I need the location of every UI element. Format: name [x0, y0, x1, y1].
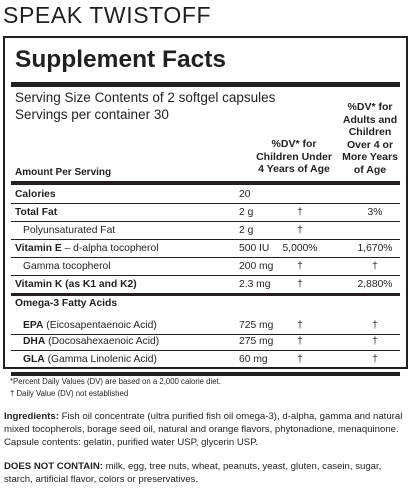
dv-children: 5,000%: [282, 243, 318, 254]
dv-children: †: [297, 320, 303, 331]
divider: [11, 181, 400, 185]
dv-adults: †: [372, 354, 378, 365]
panel-heading: Supplement Facts: [15, 46, 227, 73]
dv-adults: †: [372, 320, 378, 331]
nutrient-name: Calories: [15, 189, 56, 200]
amount-header: Amount Per Serving: [15, 167, 112, 178]
ingredients-label: Ingredients:: [4, 411, 59, 422]
divider: [11, 372, 400, 376]
nutrient-name-group: DHA (Docosahexaenoic Acid): [23, 336, 159, 348]
serving-size-label: Serving Size: [15, 90, 91, 105]
divider: [11, 221, 400, 222]
exclusions-label: DOES NOT CONTAIN:: [4, 461, 103, 472]
nutrient-name: Gamma tocopherol: [23, 261, 111, 272]
dv-children: †: [297, 279, 303, 290]
dv-children: †: [297, 354, 303, 365]
footnote-not-established: † Daily Value (DV) not established: [10, 389, 129, 398]
nutrient-amount: 200 mg: [239, 261, 274, 272]
divider: [11, 203, 400, 204]
supplement-facts-panel: Supplement Facts Serving Size Contents o…: [3, 36, 408, 376]
servings-value: 30: [153, 107, 169, 122]
dv-children: †: [297, 261, 303, 272]
dv-children: †: [297, 225, 303, 236]
divider: [11, 334, 400, 335]
dv-children: †: [297, 207, 303, 218]
footnote-dv: *Percent Daily Values (DV) are based on …: [10, 377, 221, 386]
nutrient-amount: 725 mg: [239, 320, 274, 331]
divider: [11, 275, 400, 276]
nutrient-amount: 60 mg: [239, 354, 268, 365]
nutrient-name: Total Fat: [15, 207, 58, 218]
nutrient-amount: 2 g: [239, 225, 254, 236]
dv-adults: 1,670%: [357, 243, 393, 254]
nutrient-amount: 2 g: [239, 207, 254, 218]
dv-adults: 3%: [367, 207, 383, 218]
serving-size-value: Contents of 2 softgel capsules: [94, 90, 276, 105]
divider: [11, 293, 400, 296]
col-adults-header: %DV* for Adults and Children Over 4 or M…: [342, 101, 398, 176]
nutrient-name: Omega-3 Fatty Acids: [15, 298, 118, 309]
divider: [11, 257, 400, 258]
nutrient-amount: 20: [239, 189, 251, 200]
divider: [11, 239, 400, 240]
nutrient-name: DHA: [23, 336, 46, 347]
ingredients-body: Fish oil concentrate (ultra purified fis…: [4, 411, 403, 449]
dv-adults: †: [372, 336, 378, 347]
nutrient-name-group: GLA (Gamma Linolenic Acid): [23, 354, 157, 366]
nutrient-amount: 500 IU: [239, 243, 270, 254]
nutrient-name: Vitamin E: [15, 243, 62, 254]
servings-per-container: Servings per container 30: [15, 107, 169, 123]
nutrient-name: GLA: [23, 354, 45, 365]
nutrient-detail: – d-alpha tocopherol: [61, 243, 159, 254]
nutrient-detail: (Gamma Linolenic Acid): [44, 354, 157, 365]
nutrient-detail: (Docosahexaenoic Acid): [45, 336, 160, 347]
nutrient-amount: 2.3 mg: [239, 279, 271, 290]
divider: [11, 82, 400, 87]
divider: [11, 350, 400, 351]
nutrient-detail: (Eicosapentaenoic Acid): [43, 320, 157, 331]
nutrient-name: EPA: [23, 320, 44, 331]
nutrient-name: Vitamin K (as K1 and K2): [15, 279, 137, 290]
nutrient-name-group: Vitamin E – d-alpha tocopherol: [15, 243, 158, 255]
dv-adults: †: [372, 261, 378, 272]
dv-children: †: [297, 336, 303, 347]
dv-adults: 2,880%: [357, 279, 393, 290]
nutrient-name-group: EPA (Eicosapentaenoic Acid): [23, 320, 157, 332]
nutrient-name: Polyunsaturated Fat: [23, 225, 116, 236]
product-title: SPEAK TWISTOFF: [3, 2, 212, 28]
servings-label: Servings per container: [15, 107, 151, 122]
col-children-header: %DV* for Children Under 4 Years of Age: [256, 138, 332, 175]
ingredients-text: Ingredients: Fish oil concentrate (ultra…: [4, 410, 410, 450]
serving-size: Serving Size Contents of 2 softgel capsu…: [15, 90, 275, 106]
exclusions-body: milk, egg, tree nuts, wheat, peanuts, ye…: [4, 461, 382, 486]
nutrient-amount: 275 mg: [239, 336, 274, 347]
exclusions-text: DOES NOT CONTAIN: milk, egg, tree nuts, …: [4, 460, 410, 486]
